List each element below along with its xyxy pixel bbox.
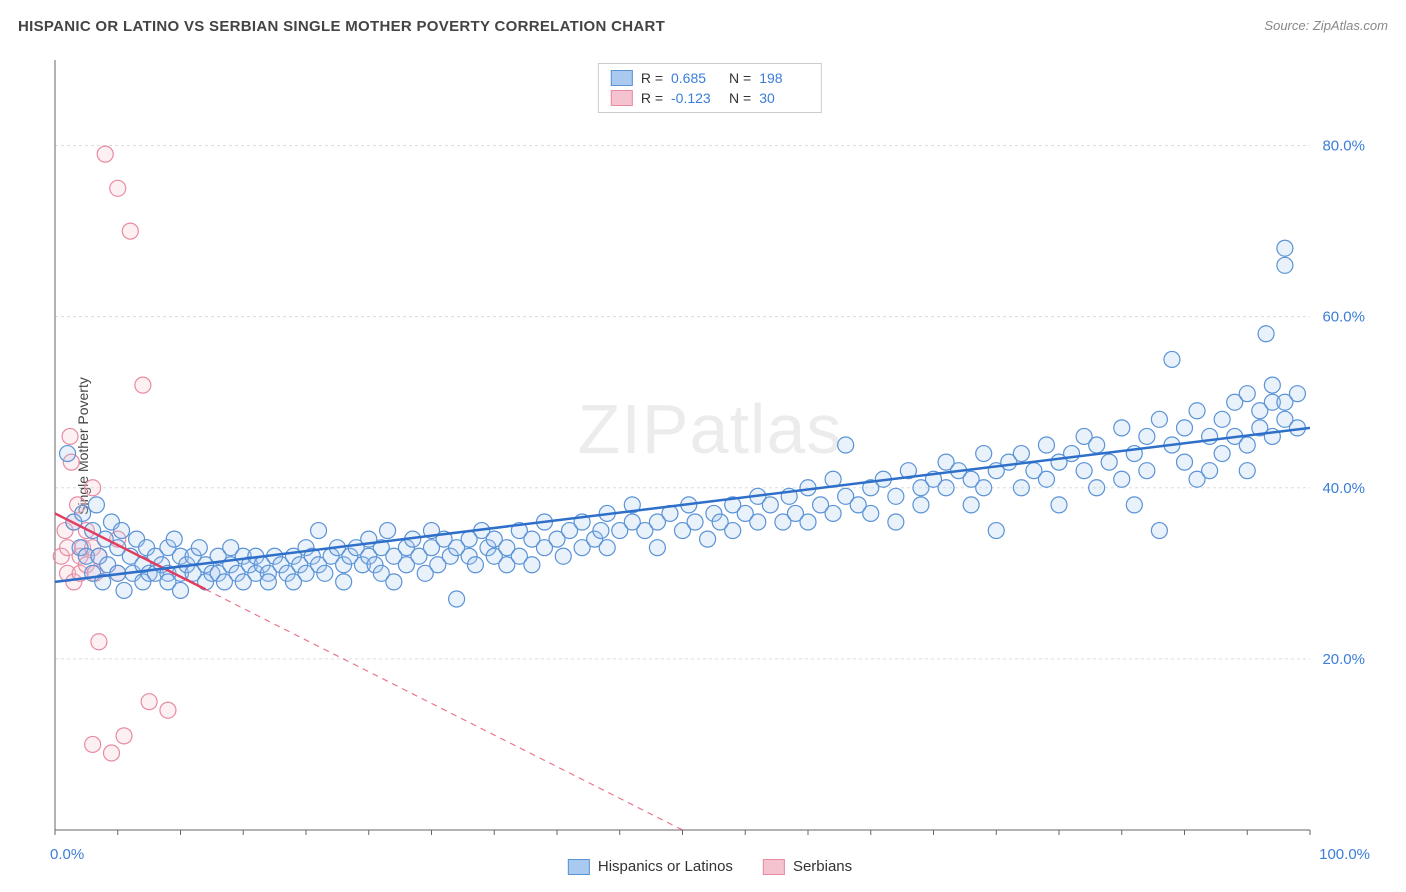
swatch-hispanic [611, 70, 633, 86]
swatch-serbian [611, 90, 633, 106]
x-tick-max: 100.0% [1319, 846, 1370, 863]
r-value-hispanic: 0.685 [671, 70, 721, 86]
x-tick-min: 0.0% [50, 846, 84, 863]
scatter-chart: 20.0% 40.0% 60.0% 80.0% [50, 55, 1370, 835]
n-value-hispanic: 198 [759, 70, 809, 86]
svg-text:20.0%: 20.0% [1322, 651, 1365, 668]
svg-text:60.0%: 60.0% [1322, 309, 1365, 326]
legend-label-hispanic: Hispanics or Latinos [598, 858, 733, 875]
svg-text:40.0%: 40.0% [1322, 480, 1365, 497]
stats-row-hispanic: R = 0.685 N = 198 [611, 68, 809, 88]
source-credit: Source: ZipAtlas.com [1264, 18, 1388, 33]
legend-label-serbian: Serbians [793, 858, 852, 875]
stats-legend: R = 0.685 N = 198 R = -0.123 N = 30 [598, 63, 822, 113]
legend-item-hispanic: Hispanics or Latinos [568, 858, 733, 875]
chart-plot-area: 20.0%40.0%60.0%80.0% ZIPatlas R = 0.685 … [50, 55, 1370, 835]
legend-swatch-hispanic [568, 859, 590, 875]
legend-swatch-serbian [763, 859, 785, 875]
legend-item-serbian: Serbians [763, 858, 852, 875]
series-legend: Hispanics or Latinos Serbians [568, 858, 852, 875]
chart-title: HISPANIC OR LATINO VS SERBIAN SINGLE MOT… [18, 18, 665, 35]
stats-row-serbian: R = -0.123 N = 30 [611, 88, 809, 108]
r-value-serbian: -0.123 [671, 90, 721, 106]
svg-text:80.0%: 80.0% [1322, 138, 1365, 155]
n-value-serbian: 30 [759, 90, 809, 106]
